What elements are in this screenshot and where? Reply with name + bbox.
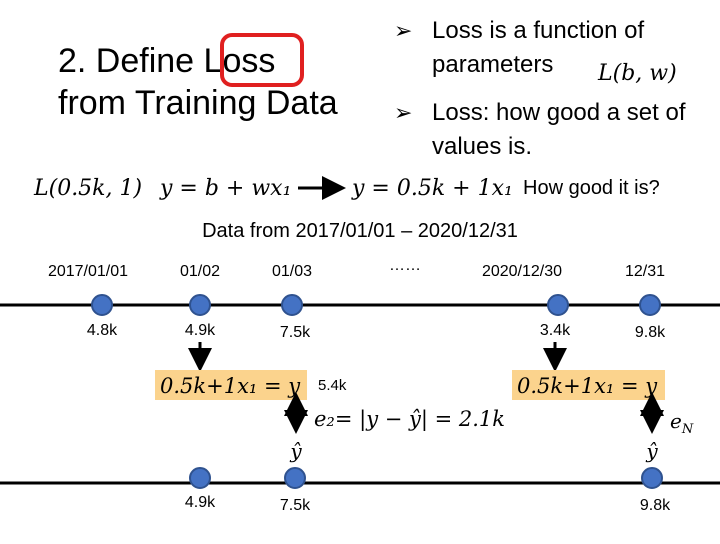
point <box>284 467 306 489</box>
formula: e₂= |y − ŷ| = 2.1k <box>314 407 505 432</box>
bullet: values is. <box>432 133 532 160</box>
point <box>641 467 663 489</box>
bullet: Loss: how good a set of <box>432 99 686 126</box>
formula: L(b, w) <box>597 61 677 86</box>
date: …… <box>389 257 421 274</box>
date: 01/02 <box>180 263 220 280</box>
value: 4.9k <box>185 494 216 511</box>
date: 01/03 <box>272 263 312 280</box>
bullet: Loss is a function of <box>432 17 644 44</box>
formula: eN <box>670 409 694 437</box>
formula-box <box>155 370 307 400</box>
formula: ŷ <box>289 439 302 463</box>
formula: L(0.5k, 1) <box>33 176 142 201</box>
value: 9.8k <box>640 497 671 514</box>
value: 3.4k <box>540 322 571 339</box>
bullet-marker: ➢ <box>394 19 412 44</box>
point <box>281 294 303 316</box>
date: 2017/01/01 <box>48 263 128 280</box>
bullet-marker: ➢ <box>394 101 412 126</box>
point <box>189 467 211 489</box>
value: 4.9k <box>185 322 216 339</box>
formula: 0.5k+1x₁ = y <box>160 374 301 398</box>
value: 7.5k <box>280 497 311 514</box>
formula: y = 0.5k + 1x₁ <box>351 176 513 201</box>
value: 4.8k <box>87 322 118 339</box>
highlight-box <box>220 33 304 87</box>
title: 2. Define Loss <box>58 42 275 80</box>
point <box>639 294 661 316</box>
formula-box <box>512 370 665 400</box>
point <box>91 294 113 316</box>
date: 2020/12/30 <box>482 263 562 280</box>
predicted-value: 5.4k <box>318 377 347 394</box>
data-range: Data from 2017/01/01 – 2020/12/31 <box>202 220 518 242</box>
value: 9.8k <box>635 324 666 341</box>
date: 12/31 <box>625 263 665 280</box>
question: How good it is? <box>523 177 660 199</box>
formula: ŷ <box>645 439 658 463</box>
title: from Training Data <box>58 84 338 122</box>
point <box>547 294 569 316</box>
formula: y = b + wx₁ <box>159 176 291 201</box>
point <box>189 294 211 316</box>
bullet: parameters <box>432 51 553 78</box>
formula: 0.5k+1x₁ = y <box>517 374 658 398</box>
value: 7.5k <box>280 324 311 341</box>
